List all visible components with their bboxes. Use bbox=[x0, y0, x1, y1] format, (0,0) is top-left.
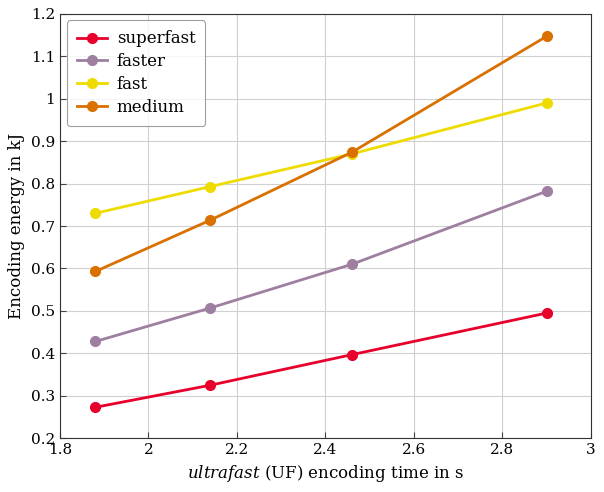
faster bbox=[349, 261, 356, 267]
Line: faster: faster bbox=[91, 186, 551, 346]
X-axis label: $\it{ultrafast}$ (UF) encoding time in s: $\it{ultrafast}$ (UF) encoding time in s bbox=[187, 462, 464, 484]
medium bbox=[92, 269, 99, 275]
superfast bbox=[543, 310, 550, 316]
faster bbox=[543, 188, 550, 194]
Line: superfast: superfast bbox=[91, 308, 551, 412]
superfast bbox=[92, 404, 99, 410]
Legend: superfast, faster, fast, medium: superfast, faster, fast, medium bbox=[66, 21, 205, 126]
Line: medium: medium bbox=[91, 31, 551, 277]
fast bbox=[92, 211, 99, 216]
medium bbox=[543, 33, 550, 39]
fast bbox=[543, 100, 550, 106]
medium bbox=[349, 149, 356, 155]
Y-axis label: Encoding energy in kJ: Encoding energy in kJ bbox=[8, 133, 25, 319]
fast bbox=[349, 151, 356, 157]
medium bbox=[207, 217, 214, 223]
superfast bbox=[207, 382, 214, 388]
Line: fast: fast bbox=[91, 98, 551, 218]
superfast bbox=[349, 352, 356, 358]
fast bbox=[207, 184, 214, 189]
faster bbox=[92, 338, 99, 344]
faster bbox=[207, 305, 214, 311]
